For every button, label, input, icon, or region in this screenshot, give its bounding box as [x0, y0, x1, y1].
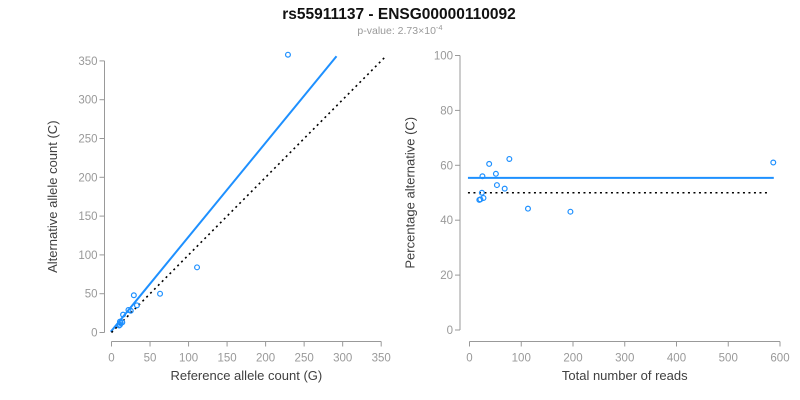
y-tick-label: 250 [78, 134, 97, 146]
data-point [194, 264, 201, 271]
y-tick-label: 100 [78, 250, 97, 262]
x-tick-label: 100 [179, 353, 198, 365]
right-scatter-panel: 0 20 40 60 80 100 0 100 200 300 400 500 600 Total num… [403, 51, 790, 384]
left-scatter-panel: 0 50 100 150 200 250 300 350 0 50 100 150 200 250 300 3… [45, 51, 391, 383]
data-point [492, 170, 499, 177]
data-point [130, 292, 137, 299]
y-tick-label: 0 [91, 328, 97, 340]
x-tick-label: 50 [144, 353, 157, 365]
x-tick-label: 150 [217, 353, 236, 365]
y-axis-title: Alternative allele count (C) [45, 120, 60, 272]
data-point [770, 159, 777, 166]
y-tick-label: 20 [440, 270, 453, 282]
x-tick-label: 500 [719, 353, 738, 365]
x-axis-title: Total number of reads [562, 368, 688, 383]
data-point [127, 307, 134, 314]
y-tick-label: 200 [78, 172, 97, 184]
x-tick-label: 0 [466, 353, 472, 365]
data-point [501, 185, 508, 192]
data-point [478, 189, 485, 196]
subtitle-pvalue-text: p-value: 2.73×10 [357, 25, 436, 37]
x-tick-label: 600 [770, 353, 789, 365]
data-point [133, 302, 140, 309]
y-tick-label: 300 [78, 95, 97, 107]
regression-fit-line [109, 55, 338, 333]
data-point [477, 196, 484, 203]
data-point [157, 290, 164, 297]
data-point [567, 208, 574, 215]
y-tick-label: 50 [85, 289, 98, 301]
x-tick-label: 200 [563, 353, 582, 365]
data-point [120, 311, 127, 318]
x-tick-label: 400 [667, 353, 686, 365]
figure-subtitle: p-value: 2.73×10-4 [357, 23, 442, 37]
data-point [486, 160, 493, 167]
y-tick-label: 100 [434, 51, 453, 63]
x-tick-label: 200 [256, 353, 275, 365]
subtitle-pvalue-exponent: -4 [436, 23, 443, 32]
data-point [524, 205, 531, 212]
x-tick-label: 350 [372, 353, 391, 365]
x-tick-label: 100 [512, 353, 531, 365]
data-point [506, 155, 513, 162]
data-point [493, 182, 500, 189]
y-tick-label: 350 [78, 56, 97, 68]
x-tick-label: 300 [333, 353, 352, 365]
data-point [284, 51, 291, 58]
identity-line [110, 55, 387, 334]
x-tick-label: 250 [295, 353, 314, 365]
x-tick-label: 0 [108, 353, 114, 365]
y-tick-label: 40 [440, 215, 453, 227]
y-axis-title: Percentage alternative (C) [403, 117, 418, 269]
y-tick-label: 80 [440, 105, 453, 117]
x-tick-label: 300 [615, 353, 634, 365]
y-tick-label: 150 [78, 211, 97, 223]
data-point [119, 319, 126, 326]
data-point [480, 194, 487, 201]
data-point [479, 173, 486, 180]
y-tick-label: 60 [440, 160, 453, 172]
x-axis-title: Reference allele count (G) [170, 368, 322, 383]
y-tick-label: 0 [447, 325, 453, 337]
figure-title: rs55911137 - ENSG00000110092 [282, 6, 516, 23]
